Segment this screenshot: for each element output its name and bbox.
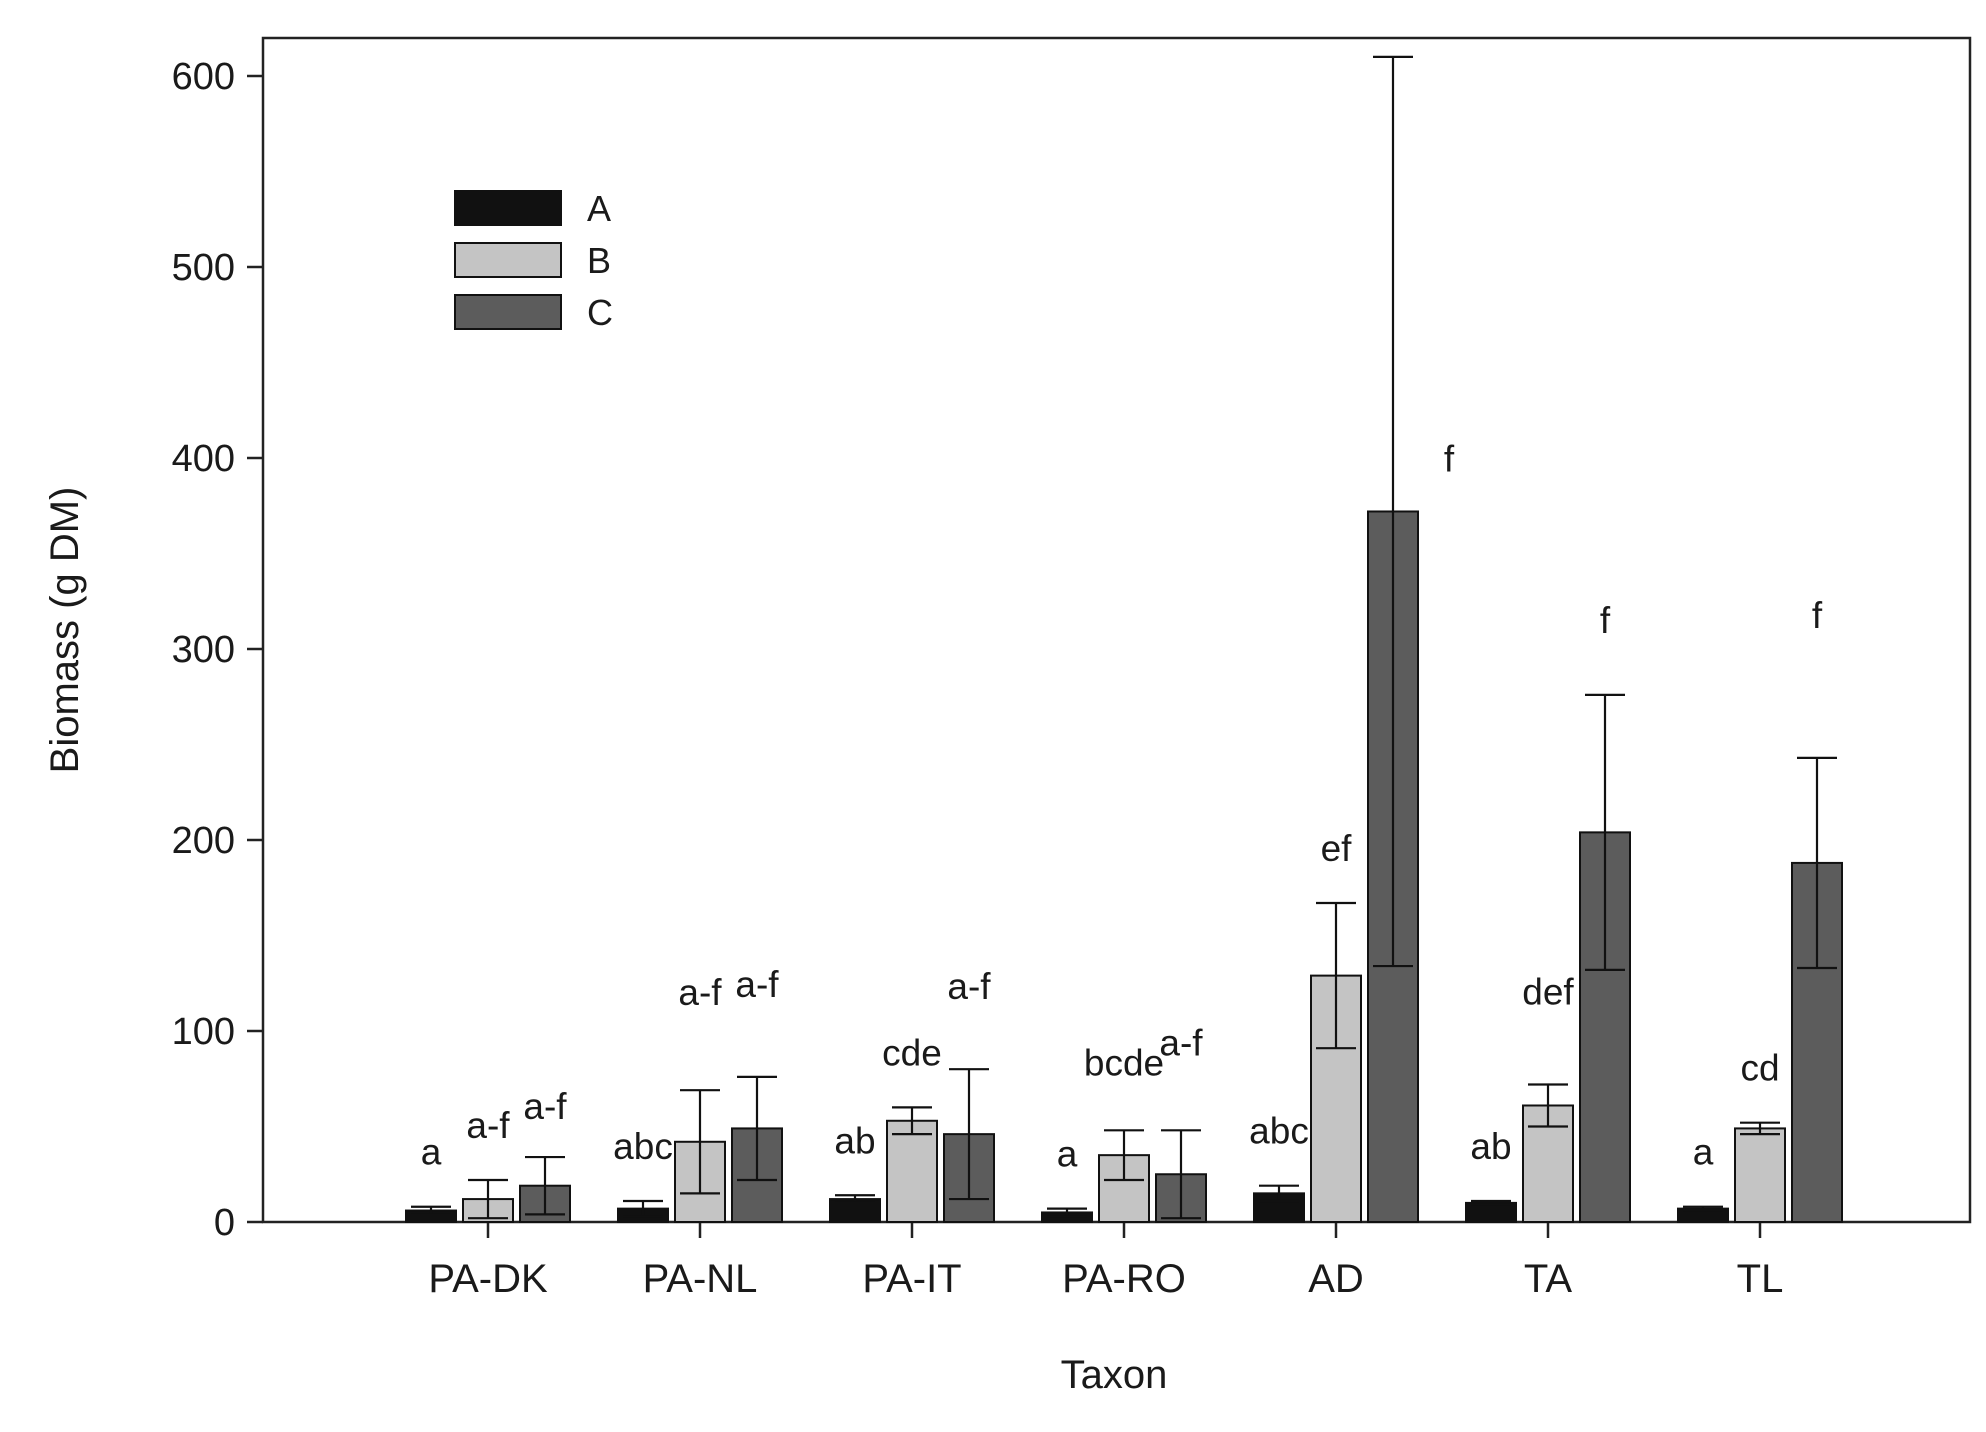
error-bars-layer — [411, 55, 1837, 1220]
significance-label: a-f — [947, 966, 991, 1007]
significance-label: a-f — [678, 972, 722, 1013]
bar — [1253, 1192, 1305, 1223]
significance-label: def — [1522, 971, 1574, 1012]
significance-label: a-f — [735, 964, 779, 1005]
x-tick-label: PA-DK — [428, 1257, 548, 1301]
x-tick-label: PA-NL — [643, 1257, 758, 1301]
bars-layer — [405, 510, 1843, 1224]
significance-label: f — [1812, 595, 1823, 636]
significance-label: a — [1057, 1134, 1078, 1175]
bar — [1734, 1127, 1786, 1224]
x-tick-label: TA — [1524, 1257, 1572, 1301]
x-axis-title: Taxon — [1061, 1353, 1168, 1397]
legend-label: B — [587, 240, 611, 281]
significance-label: f — [1444, 438, 1455, 479]
significance-label: a-f — [1159, 1022, 1203, 1063]
y-tick-label: 100 — [172, 1011, 235, 1053]
legend-label: A — [587, 188, 611, 229]
significance-label: cde — [882, 1032, 942, 1073]
y-axis-title: Biomass (g DM) — [43, 487, 87, 774]
y-tick-label: 0 — [214, 1202, 235, 1244]
y-tick-label: 500 — [172, 247, 235, 289]
legend-swatch — [454, 294, 562, 330]
significance-label: a-f — [466, 1105, 510, 1146]
x-tick-label: PA-RO — [1062, 1257, 1186, 1301]
significance-label: abc — [1249, 1111, 1309, 1152]
legend: ABC — [454, 188, 613, 333]
bar — [886, 1119, 938, 1224]
y-tick-label: 600 — [172, 56, 235, 98]
significance-label: f — [1600, 600, 1611, 641]
significance-label: ab — [1470, 1126, 1511, 1167]
x-tick-label: PA-IT — [862, 1257, 961, 1301]
significance-label: a-f — [523, 1086, 567, 1127]
y-tick-label: 200 — [172, 820, 235, 862]
x-tick-label: TL — [1737, 1257, 1784, 1301]
x-tick-label: AD — [1308, 1257, 1364, 1301]
legend-swatch — [454, 190, 562, 226]
legend-label: C — [587, 292, 613, 333]
significance-label: abc — [613, 1126, 673, 1167]
significance-label: a — [421, 1132, 442, 1173]
legend-swatch — [454, 242, 562, 278]
y-tick-label: 400 — [172, 438, 235, 480]
significance-label: bcde — [1084, 1042, 1164, 1083]
significance-label: cd — [1740, 1048, 1779, 1089]
y-tick-label: 300 — [172, 629, 235, 671]
y-axis: 0 100 200 300 400 500 600 — [172, 56, 263, 1244]
significance-label: ab — [834, 1120, 875, 1161]
x-axis: PA-DK PA-NL PA-IT PA-RO AD TA TL — [428, 1222, 1783, 1301]
significance-label: ef — [1321, 828, 1353, 869]
significance-label: a — [1693, 1132, 1714, 1173]
